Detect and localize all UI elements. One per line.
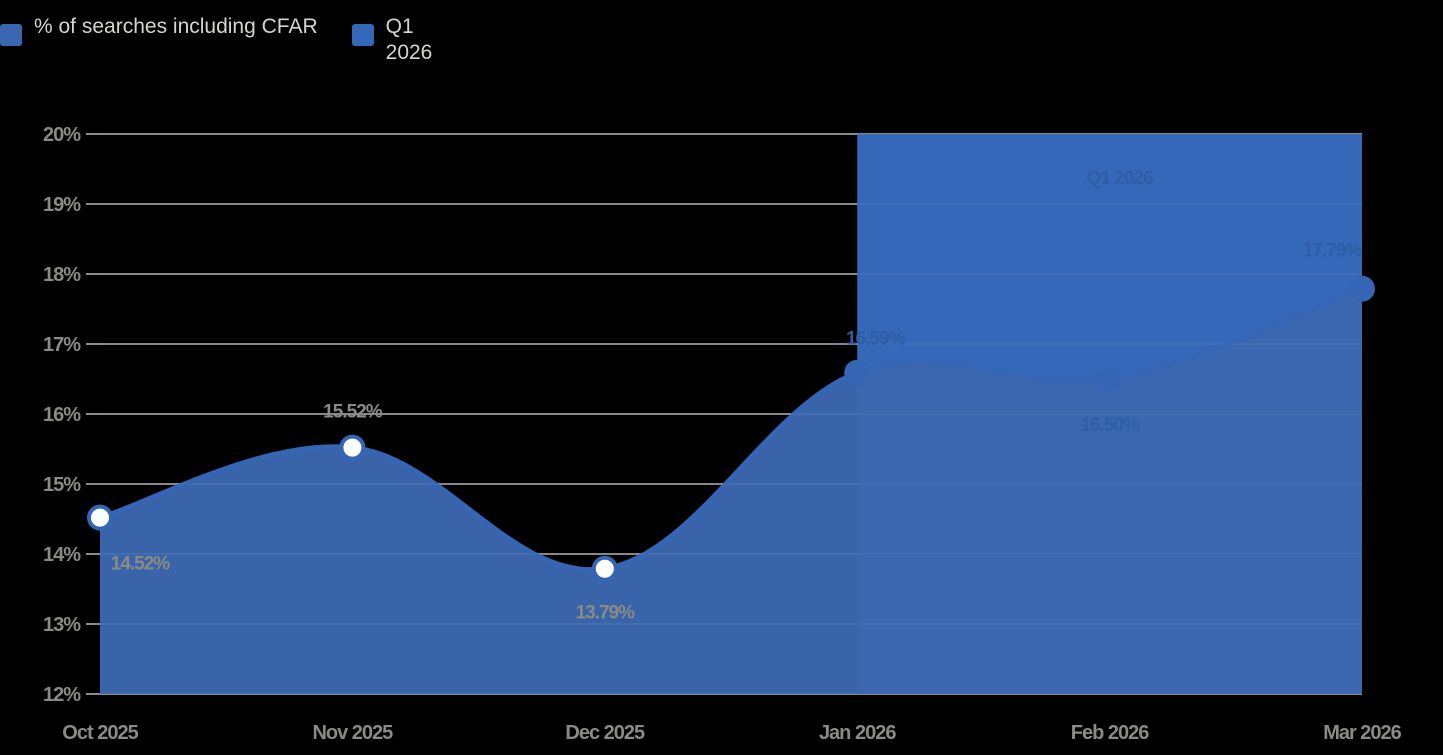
x-tick-label: Nov 2025 [312, 722, 393, 744]
chart-legend: % of searches including CFAR Q1 2026 [0, 14, 432, 66]
x-axis: Oct 2025 Nov 2025 Dec 2025 Jan 2026 Feb 2026… [62, 722, 1402, 744]
area-series [99, 286, 1363, 694]
y-tick-label: 17% [43, 334, 81, 356]
data-point[interactable] [591, 555, 618, 582]
legend-item-cfar[interactable]: % of searches including CFAR [0, 14, 318, 46]
y-tick-label: 19% [43, 194, 81, 216]
legend-swatch-q1 [351, 24, 374, 46]
band-label: Q1 2026 [1087, 168, 1153, 189]
y-tick-label: 16% [43, 404, 81, 426]
data-point[interactable] [1349, 275, 1375, 302]
data-point[interactable] [87, 504, 113, 531]
x-tick-label: Mar 2026 [1323, 722, 1401, 744]
data-label: 16.50% [1080, 415, 1140, 436]
gridlines-overlay [100, 133, 1362, 695]
x-tick-label: Feb 2026 [1071, 722, 1149, 744]
data-label: 16.59% [846, 329, 906, 350]
series-line [99, 286, 1363, 573]
y-tick-label: 18% [43, 264, 81, 286]
area-fill [100, 288, 1362, 694]
data-point[interactable] [339, 434, 366, 461]
data-label: 14.52% [111, 554, 171, 575]
data-labels: 14.52% 15.52% 13.79% 16.59% 16.50% 17.79% [111, 241, 1364, 624]
data-label: 17.79% [1303, 241, 1363, 262]
y-tick-label: 20% [43, 124, 81, 146]
data-points [87, 275, 1375, 582]
data-label: 13.79% [576, 603, 636, 624]
legend-label-cfar: % of searches including CFAR [34, 15, 318, 38]
y-tick-label: 14% [43, 544, 81, 566]
x-tick-label: Dec 2025 [565, 722, 645, 744]
data-point[interactable] [844, 359, 871, 386]
x-tick-label: Oct 2025 [62, 722, 138, 744]
legend-label-q1-line1: Q1 [385, 15, 414, 38]
legend-label-q1: Q1 2026 [386, 14, 433, 66]
y-tick-label: 12% [43, 684, 81, 706]
data-point[interactable] [1096, 366, 1123, 392]
data-label: 15.52% [323, 402, 383, 423]
x-tick-label: Jan 2026 [819, 722, 896, 744]
legend-swatch-cfar [0, 24, 22, 46]
y-tick-label: 15% [43, 474, 81, 496]
y-tick-label: 13% [43, 614, 81, 636]
legend-label-q1-line2: 2026 [385, 41, 433, 64]
y-axis: 20% 19% 18% 17% 16% 15% 14% 13% 12% [43, 124, 82, 706]
legend-item-q1[interactable]: Q1 2026 [351, 14, 433, 66]
